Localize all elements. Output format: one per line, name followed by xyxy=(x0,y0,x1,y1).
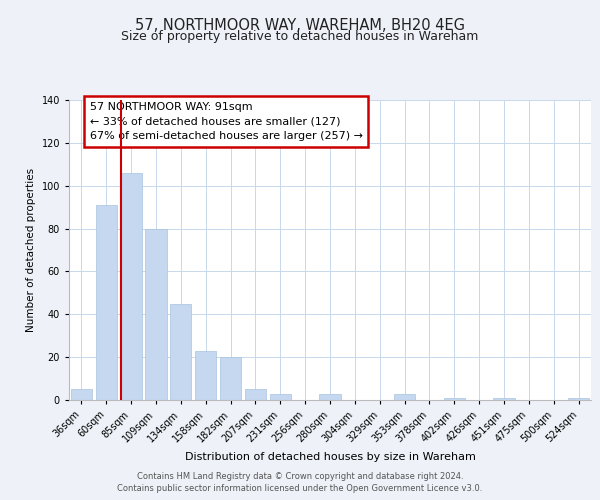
Bar xyxy=(121,173,142,400)
X-axis label: Distribution of detached houses by size in Wareham: Distribution of detached houses by size … xyxy=(185,452,475,462)
Text: 57, NORTHMOOR WAY, WAREHAM, BH20 4EG: 57, NORTHMOOR WAY, WAREHAM, BH20 4EG xyxy=(135,18,465,32)
Y-axis label: Number of detached properties: Number of detached properties xyxy=(26,168,36,332)
Text: Size of property relative to detached houses in Wareham: Size of property relative to detached ho… xyxy=(121,30,479,43)
Bar xyxy=(270,394,291,400)
Bar xyxy=(195,350,216,400)
Bar xyxy=(444,398,465,400)
Bar xyxy=(220,357,241,400)
Text: 57 NORTHMOOR WAY: 91sqm
← 33% of detached houses are smaller (127)
67% of semi-d: 57 NORTHMOOR WAY: 91sqm ← 33% of detache… xyxy=(90,102,363,141)
Bar xyxy=(394,394,415,400)
Bar xyxy=(96,205,117,400)
Bar xyxy=(145,228,167,400)
Text: Contains public sector information licensed under the Open Government Licence v3: Contains public sector information licen… xyxy=(118,484,482,493)
Text: Contains HM Land Registry data © Crown copyright and database right 2024.: Contains HM Land Registry data © Crown c… xyxy=(137,472,463,481)
Bar xyxy=(71,390,92,400)
Bar xyxy=(245,390,266,400)
Bar xyxy=(170,304,191,400)
Bar xyxy=(493,398,515,400)
Bar xyxy=(568,398,589,400)
Bar xyxy=(319,394,341,400)
